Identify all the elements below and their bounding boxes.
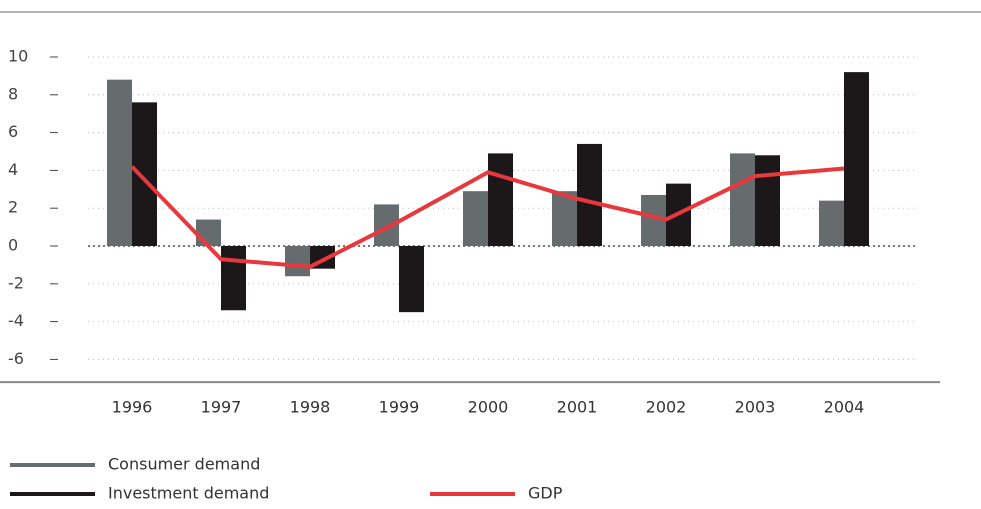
bar [552,191,577,246]
x-tick-label: 1998 [290,398,331,417]
bar [221,246,246,311]
bar [285,246,310,277]
legend-label: GDP [528,484,563,503]
bar [577,143,602,246]
bar [755,155,780,246]
y-tick-label: -2 [8,273,24,292]
y-tick-label: 6 [8,122,18,141]
y-tick-label: 10 [8,47,28,66]
bar [819,200,844,246]
bar [196,219,221,246]
bar [132,102,157,246]
x-tick-label: 2001 [557,398,598,417]
y-tick-label: -4 [8,311,24,330]
bar [463,191,488,246]
y-tick-label: 2 [8,198,18,217]
x-tick-label: 1999 [379,398,420,417]
y-tick-label: -6 [8,349,24,368]
x-tick-label: 2002 [646,398,687,417]
y-tick-label: 8 [8,84,18,103]
bar [488,153,513,246]
line [130,165,845,269]
bar [107,79,132,247]
x-tick-label: 1997 [201,398,242,417]
bar [399,246,424,313]
x-tick-label: 2004 [824,398,865,417]
x-tick-label: 2003 [735,398,776,417]
legend-label: Consumer demand [108,455,260,474]
legend-label: Investment demand [108,484,269,503]
bar [730,153,755,246]
y-tick-label: 0 [8,236,18,255]
x-tick-label: 2000 [468,398,509,417]
x-tick-label: 1996 [112,398,153,417]
bar [844,72,869,247]
y-tick-label: 4 [8,160,18,179]
